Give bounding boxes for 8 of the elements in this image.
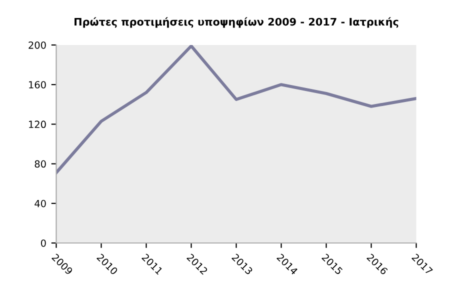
y-tick-label: 80	[34, 160, 46, 168]
y-tick-label: 160	[29, 81, 46, 88]
chart-title: Πρώτες προτιμήσεις υποψηφίων 2009 - 2017 - Ιατρικής	[74, 17, 398, 28]
y-tick-label: 200	[28, 41, 46, 49]
y-tick-label: 0	[40, 239, 46, 247]
line-series	[56, 45, 416, 174]
y-tick-label: 120	[29, 120, 46, 128]
y-tick-label: 40	[34, 200, 46, 208]
